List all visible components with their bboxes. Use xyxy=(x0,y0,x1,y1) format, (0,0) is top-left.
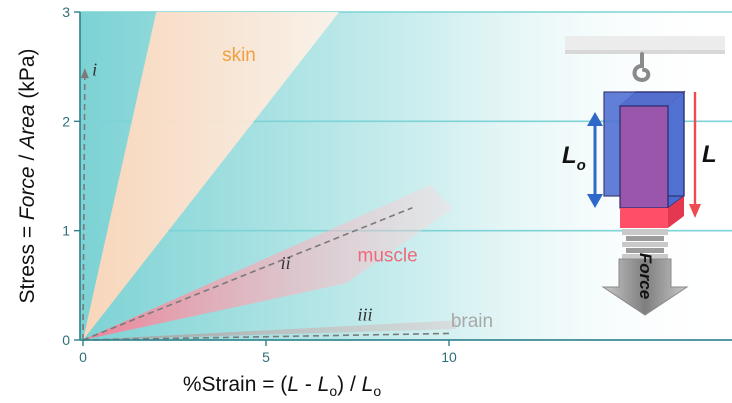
x-axis-label-part: %Strain = ( xyxy=(183,373,287,396)
x-axis-label-part: - xyxy=(299,373,318,396)
y-tick-label: 0 xyxy=(62,332,70,348)
hook-icon xyxy=(632,52,651,83)
region-labels: skin muscle brain xyxy=(222,45,493,332)
x-axis: 0 5 10 xyxy=(79,339,732,365)
y-axis-label-area: Area xyxy=(16,105,39,151)
x-axis-label-l: L xyxy=(287,373,299,396)
series-label-iii: iii xyxy=(358,304,373,324)
x-tick-label: 0 xyxy=(79,349,87,365)
x-axis-label-sub: o xyxy=(373,383,381,399)
y-axis-label: Stress = Force / Area (kPa) xyxy=(16,48,39,303)
series-label-i: i xyxy=(92,59,97,79)
series-i-line xyxy=(82,72,86,341)
specimen-extension-side xyxy=(668,196,684,228)
x-axis-label-l: L xyxy=(318,373,330,396)
x-tick-label: 5 xyxy=(262,349,270,365)
y-axis-label-force: Force xyxy=(16,166,39,220)
force-label: Force xyxy=(636,253,655,299)
lo-arrow-head xyxy=(587,112,603,126)
series-i-arrowhead xyxy=(80,68,89,79)
tensile-test-diagram: Lo L Force xyxy=(562,36,725,316)
y-tick-label: 1 xyxy=(62,223,70,239)
series-label-ii: ii xyxy=(281,253,291,273)
l-label: L xyxy=(702,141,717,168)
ceiling-bar-edge xyxy=(565,50,725,54)
x-axis-label-sub: o xyxy=(329,383,337,399)
y-axis: 0 1 2 3 xyxy=(62,4,81,348)
force-arrow-body xyxy=(601,258,689,316)
series-lines xyxy=(80,68,450,341)
tissue-regions xyxy=(83,12,457,340)
specimen-front xyxy=(619,105,669,209)
region-label-brain: brain xyxy=(451,311,493,332)
y-axis-label-unit: (kPa) xyxy=(16,48,39,104)
ceiling-bar xyxy=(565,36,725,54)
series-iii-line xyxy=(82,332,450,341)
x-tick-label: 10 xyxy=(441,349,457,365)
y-tick-label: 3 xyxy=(62,4,70,20)
y-tick-label: 2 xyxy=(62,113,70,129)
l-arrow-head xyxy=(689,204,701,218)
region-muscle xyxy=(83,184,453,340)
y-axis-label-part: / xyxy=(16,149,39,167)
region-brain xyxy=(83,320,457,340)
force-arrow: Force xyxy=(601,253,689,316)
specimen-box xyxy=(603,90,686,228)
x-axis-label: %Strain = (L - Lo) / Lo xyxy=(183,373,382,399)
lo-label: Lo xyxy=(562,142,586,174)
lo-arrow xyxy=(587,112,603,208)
region-label-skin: skin xyxy=(222,45,256,66)
spring-clamp xyxy=(622,229,668,259)
y-axis-label-part: Stress = xyxy=(16,220,39,303)
lo-arrow-head xyxy=(587,194,603,208)
x-axis-label-l: L xyxy=(362,373,374,396)
specimen-extension xyxy=(620,208,668,228)
region-skin xyxy=(83,12,340,340)
x-axis-label-part: ) / xyxy=(337,373,362,396)
l-arrow xyxy=(689,92,701,218)
region-label-muscle: muscle xyxy=(358,245,418,266)
series-ii-line xyxy=(82,206,413,341)
